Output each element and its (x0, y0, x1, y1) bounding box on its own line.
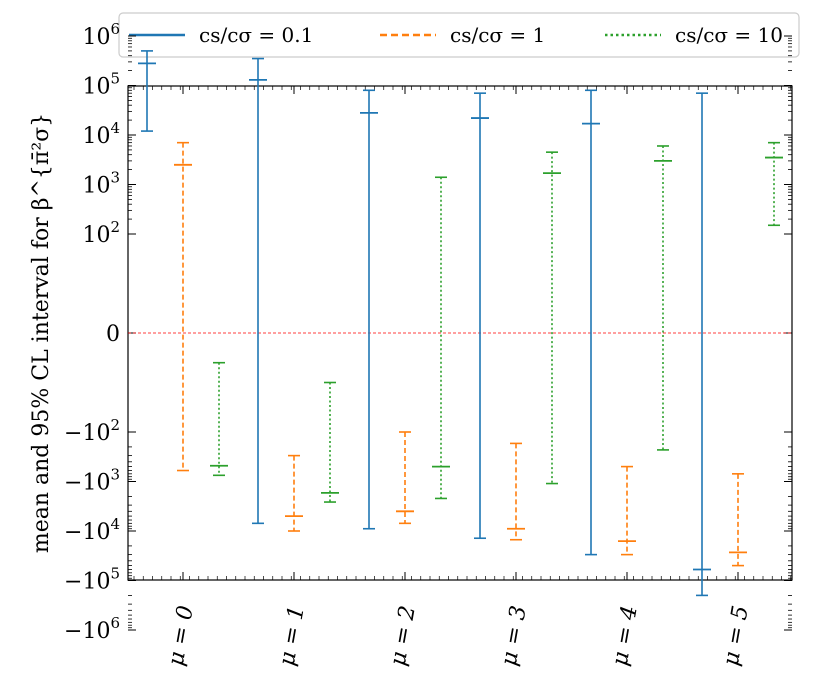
x-tick-label: μ = 5 (719, 604, 754, 668)
errorbar-1-2 (396, 431, 414, 525)
errorbar-1-5 (729, 473, 747, 567)
errorbar-2-3 (543, 151, 561, 485)
y-tick-label: −105 (64, 565, 120, 595)
errorbar-2-1 (321, 381, 339, 503)
x-tick-label: μ = 0 (164, 604, 199, 668)
y-tick-label: −103 (64, 466, 120, 496)
x-tick-label: μ = 1 (275, 604, 310, 668)
y-axis-label: mean and 95% CL interval for β^{π̄²σ} (29, 113, 54, 553)
errorbar-0-1 (249, 57, 267, 525)
errorbar-0-4 (582, 89, 600, 556)
y-tick-label: 106 (82, 20, 120, 50)
y-tick-label: 102 (82, 218, 120, 248)
errorbar-2-5 (765, 141, 783, 227)
y-tick-label: −106 (64, 614, 120, 644)
error-bars (128, 50, 792, 597)
y-tick-label: 103 (82, 169, 120, 199)
axis-ticks (128, 35, 792, 631)
legend-label-2: cs/cσ = 10 (675, 23, 783, 47)
x-tick-label: μ = 4 (608, 604, 643, 668)
legend-frame (118, 12, 800, 58)
x-tick-label: μ = 2 (386, 604, 421, 668)
legend: cs/cσ = 0.1 cs/cσ = 1 cs/cσ = 10 (118, 12, 800, 58)
legend-label-1: cs/cσ = 1 (450, 23, 545, 47)
y-tick-label: 104 (82, 119, 120, 149)
tick-labels: 106 105 104 103 102 0 −102 −103 −104 −105 −106 μ = … (64, 20, 754, 668)
errorbar-1-1 (285, 454, 303, 532)
y-tick-label: 105 (82, 70, 120, 100)
legend-label-0: cs/cσ = 0.1 (199, 23, 313, 47)
errorbar-0-0 (138, 50, 156, 132)
errorbar-0-5 (693, 92, 711, 597)
errorbar-0-3 (471, 92, 489, 540)
errorbar-0-2 (360, 89, 378, 530)
errorbar-2-0 (210, 361, 228, 477)
errorbar-1-0 (174, 141, 192, 472)
errorbar-1-3 (507, 442, 525, 541)
x-tick-label: μ = 3 (497, 604, 532, 668)
errorbar-2-2 (432, 176, 450, 500)
y-tick-label: −102 (64, 416, 120, 446)
errorbar-2-4 (654, 145, 672, 451)
y-tick-label: 0 (106, 322, 120, 347)
errorbar-1-4 (618, 465, 636, 556)
y-tick-label: −104 (64, 515, 120, 545)
